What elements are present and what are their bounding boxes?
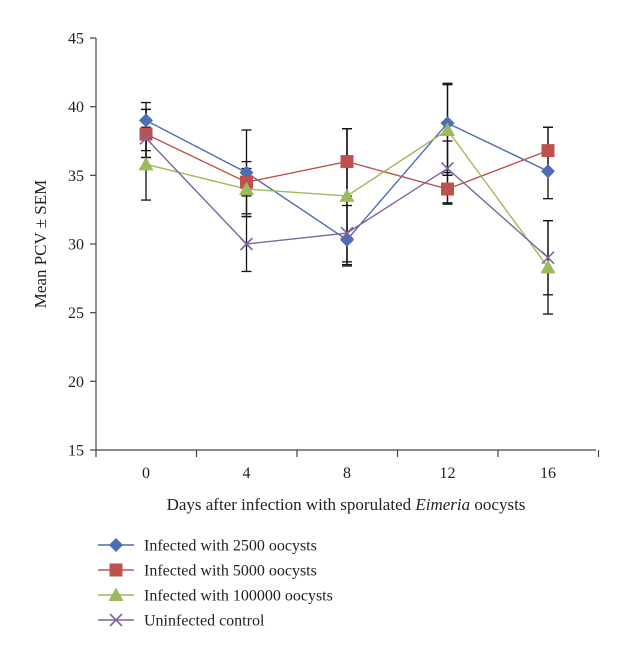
series-markers — [138, 113, 556, 274]
x-axis-title-part-2: Eimeria — [414, 495, 470, 514]
legend-label-0: Infected with 2500 oocysts — [144, 538, 317, 555]
y-tick-label-30: 30 — [68, 237, 84, 254]
data-point-s3-p3 — [440, 161, 455, 176]
legend-marker-1 — [109, 563, 123, 577]
y-tick-label-35: 35 — [68, 168, 84, 185]
y-tick-label-15: 15 — [68, 443, 84, 460]
legend-marker-2 — [108, 587, 124, 601]
y-tick-label-25: 25 — [68, 305, 84, 322]
data-point-s3-p4 — [541, 251, 555, 265]
x-axis-title-part-3: oocysts — [470, 495, 525, 514]
data-point-s1-p3 — [441, 182, 454, 196]
x-tick-label-8: 8 — [343, 465, 351, 482]
x-tick-label-4: 4 — [243, 465, 251, 482]
data-point-s2-p0 — [138, 156, 154, 171]
legend-item-3: Uninfected control — [98, 613, 265, 630]
y-tick-label-45: 45 — [68, 31, 84, 48]
data-point-s2-p4 — [540, 259, 556, 274]
data-point-s2-p3 — [440, 122, 455, 137]
x-axis-title: Days after infection with sporulated Eim… — [167, 495, 526, 514]
legend-item-0: Infected with 2500 oocysts — [98, 538, 317, 555]
x-axis-title-part-1: Days after infection with sporulated — [167, 495, 416, 514]
data-point-s0-p0 — [139, 113, 153, 128]
x-tick-label-0: 0 — [142, 465, 150, 482]
data-point-s1-p2 — [340, 155, 354, 169]
data-point-s2-p2 — [339, 188, 355, 202]
legend: Infected with 2500 oocysts Infected with … — [98, 538, 333, 630]
legend-label-3: Uninfected control — [144, 613, 265, 630]
x-tick-label-12: 12 — [440, 465, 456, 482]
data-point-s1-p0 — [139, 127, 153, 141]
y-axis-title: Mean PCV ± SEM — [31, 180, 50, 309]
data-point-s0-p4 — [541, 164, 555, 179]
y-tick-label-40: 40 — [68, 99, 84, 116]
axes: 15 20 25 30 35 40 45 0 4 8 12 16 — [68, 31, 600, 482]
data-point-s2-p1 — [239, 181, 254, 196]
legend-item-2: Infected with 100000 oocysts — [98, 587, 333, 605]
legend-item-1: Infected with 5000 oocysts — [98, 563, 317, 580]
legend-label-1: Infected with 5000 oocysts — [144, 563, 317, 580]
legend-marker-0 — [109, 538, 123, 552]
data-point-s3-p0 — [139, 131, 153, 145]
y-tick-label-20: 20 — [68, 374, 84, 391]
y-ticks: 15 20 25 30 35 40 45 — [68, 31, 96, 460]
x-ticks: 0 4 8 12 16 — [95, 450, 600, 482]
legend-marker-3 — [109, 613, 123, 627]
x-tick-label-16: 16 — [540, 465, 556, 482]
data-point-s3-p2 — [340, 226, 354, 240]
legend-label-2: Infected with 100000 oocysts — [144, 588, 333, 605]
data-point-s1-p4 — [541, 144, 555, 158]
data-point-s3-p1 — [239, 237, 254, 251]
